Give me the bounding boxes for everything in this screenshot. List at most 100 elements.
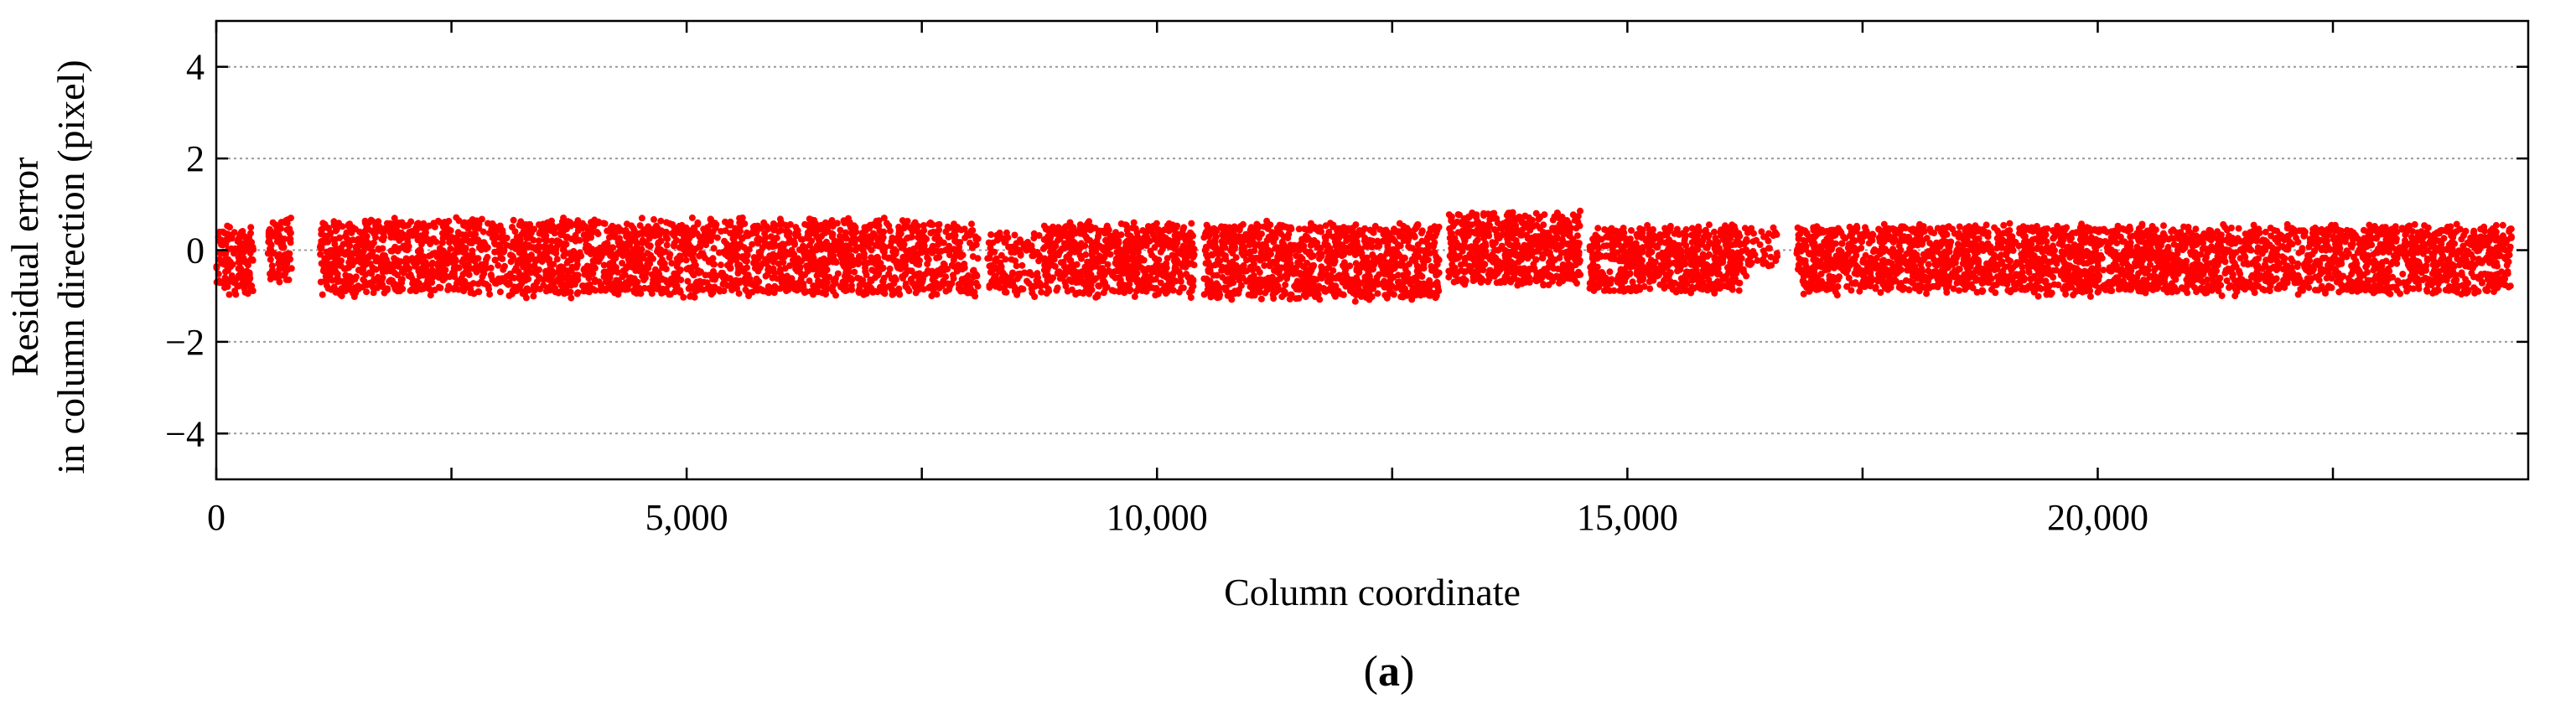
scatter-point	[768, 252, 775, 260]
scatter-point	[247, 230, 254, 237]
scatter-point	[1220, 225, 1227, 233]
scatter-point	[1298, 240, 1305, 247]
scatter-point	[439, 235, 447, 242]
scatter-point	[568, 256, 575, 263]
scatter-point	[1038, 288, 1045, 296]
scatter-point	[525, 275, 532, 282]
scatter-point	[972, 241, 979, 249]
scatter-point	[518, 222, 526, 230]
scatter-point	[1001, 239, 1008, 246]
scatter-point	[750, 226, 758, 234]
scatter-point	[739, 253, 746, 261]
scatter-point	[834, 270, 842, 277]
scatter-point	[469, 230, 476, 238]
scatter-point	[474, 280, 482, 287]
scatter-point	[742, 280, 749, 287]
scatter-point	[1056, 275, 1064, 282]
scatter-point	[319, 220, 327, 227]
scatter-point	[489, 234, 496, 241]
scatter-point	[797, 270, 805, 277]
scatter-point	[837, 232, 843, 240]
scatter-point	[562, 266, 570, 274]
scatter-point	[674, 229, 682, 236]
scatter-point	[1355, 246, 1363, 253]
scatter-point	[1177, 272, 1184, 280]
scatter-point	[1331, 257, 1339, 265]
scatter-point	[285, 276, 293, 283]
scatter-point	[1173, 224, 1180, 231]
scatter-point	[676, 222, 683, 230]
scatter-point	[1052, 242, 1060, 250]
scatter-point	[881, 290, 889, 298]
scatter-point	[1182, 247, 1189, 255]
scatter-point	[542, 245, 550, 252]
scatter-point	[1127, 240, 1134, 247]
scatter-point	[521, 241, 529, 248]
scatter-point	[988, 277, 996, 285]
scatter-point	[806, 225, 814, 232]
scatter-point	[1395, 228, 1402, 235]
scatter-point	[716, 287, 723, 295]
scatter-point	[1335, 272, 1343, 279]
scatter-point	[1024, 277, 1030, 285]
scatter-point	[902, 257, 910, 265]
scatter-point	[639, 236, 646, 244]
scatter-point	[614, 224, 622, 231]
scatter-point	[680, 293, 687, 301]
scatter-point	[893, 237, 900, 245]
scatter-point	[945, 233, 952, 241]
scatter-point	[1363, 254, 1371, 261]
scatter-point	[1374, 290, 1381, 298]
scatter-point	[828, 233, 836, 241]
scatter-point	[996, 283, 1003, 291]
scatter-point	[707, 256, 714, 264]
scatter-point	[225, 278, 232, 286]
scatter-point	[822, 238, 830, 246]
scatter-point	[240, 282, 247, 289]
scatter-point	[722, 227, 729, 235]
scatter-point	[852, 235, 859, 242]
scatter-point	[445, 282, 453, 290]
scatter-point	[407, 218, 415, 225]
scatter-point	[475, 225, 483, 232]
scatter-point	[231, 250, 237, 257]
scatter-point	[770, 265, 777, 272]
scatter-point	[1295, 294, 1303, 302]
scatter-point	[1418, 290, 1425, 298]
scatter-point	[1030, 235, 1038, 242]
scatter-point	[1188, 230, 1195, 237]
scatter-point	[1274, 253, 1282, 261]
scatter-point	[1324, 277, 1332, 284]
scatter-point	[1154, 271, 1162, 278]
scatter-point	[834, 242, 842, 250]
scatter-point	[811, 258, 819, 266]
scatter-point	[895, 285, 903, 292]
scatter-point	[1254, 265, 1262, 272]
scatter-point	[743, 229, 750, 236]
scatter-point	[1157, 241, 1164, 248]
scatter-point	[843, 287, 851, 294]
scatter-point	[722, 251, 729, 258]
scatter-point	[1412, 258, 1419, 266]
scatter-point	[1306, 283, 1314, 291]
scatter-point	[650, 255, 656, 262]
scatter-point	[453, 246, 460, 254]
scatter-point	[951, 246, 957, 253]
scatter-point	[500, 266, 507, 273]
scatter-point	[588, 228, 596, 235]
scatter-point	[1102, 246, 1110, 252]
scatter-point	[942, 287, 950, 295]
scatter-point	[287, 230, 294, 236]
scatter-point	[749, 288, 756, 296]
scatter-point	[985, 239, 993, 246]
scatter-point	[1427, 225, 1434, 232]
scatter-point	[499, 229, 505, 236]
scatter-point	[678, 239, 686, 246]
scatter-point	[993, 255, 1000, 262]
scatter-point	[433, 253, 441, 261]
scatter-point	[1177, 277, 1184, 285]
scatter-point	[1008, 256, 1015, 263]
scatter-point	[394, 228, 402, 235]
scatter-point	[417, 232, 425, 240]
scatter-point	[355, 235, 362, 243]
